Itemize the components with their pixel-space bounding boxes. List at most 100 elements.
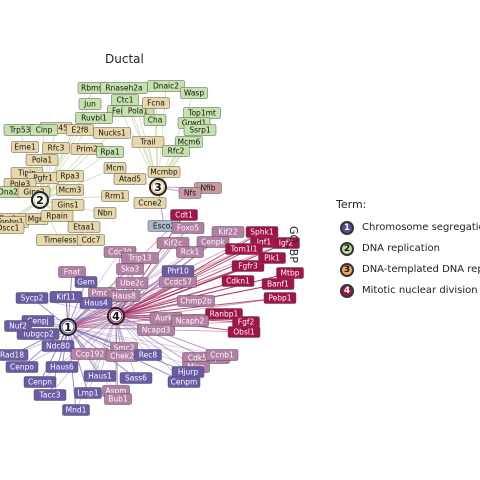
gene-node-label: Rpa3 [60, 172, 80, 181]
gene-node-box [5, 361, 39, 373]
gene-node: Ccp192 [71, 348, 109, 360]
gene-node-label: Ccnb1 [210, 351, 234, 360]
gene-node-label: Atad5 [119, 175, 141, 184]
gene-node-label: Ndc80 [46, 342, 70, 351]
legend-swatch: 4 [340, 283, 354, 298]
gene-node-box [113, 173, 147, 185]
gene-node-label: Ska3 [121, 265, 140, 274]
gene-node-label: Ctc1 [116, 96, 133, 105]
gene-node-label: Dscc1 [0, 224, 20, 233]
gene-node-box [93, 127, 131, 139]
gene-node-box [134, 349, 162, 361]
gene-node-label: Grwd1 [182, 119, 207, 128]
gene-node-box [0, 349, 29, 361]
term-hub-ring [61, 320, 75, 334]
network-edge [115, 315, 189, 373]
gene-node-box [56, 170, 84, 182]
gene-node: Rck1 [176, 246, 204, 258]
gene-node: Pola1 [25, 154, 59, 166]
gene-node-box [96, 146, 124, 158]
term-hub: 4 [107, 307, 125, 325]
gene-node-label: Lmp1 [77, 389, 98, 398]
gene-node: Nucks1 [93, 127, 131, 139]
gene-node-label: Haus6 [50, 363, 74, 372]
term-hub-number: 2 [36, 194, 44, 207]
gene-node: Dnaic2 [147, 80, 185, 92]
gene-node-label: Nfib [200, 184, 215, 193]
gene-node-label: Fgfr3 [238, 262, 258, 271]
gene-node: Sycp2 [15, 292, 49, 304]
gene-node-label: Foxo5 [177, 224, 199, 233]
gene-node-label: Cenpj [27, 317, 48, 326]
gene-node-label: Ube2c [120, 279, 144, 288]
gene-node-label: Gins1 [57, 201, 79, 210]
gene-node-label: Ccdc57 [164, 278, 192, 287]
gene-node-box [261, 278, 295, 290]
gene-node-label: Mnd1 [66, 406, 87, 415]
legend-swatch: 3 [340, 262, 354, 277]
gene-node: Cha [143, 114, 167, 126]
gene-node-label: Pola1 [128, 107, 149, 116]
gene-node-label: Jun [83, 100, 96, 109]
gene-node-label: Dnaic2 [153, 82, 179, 91]
gene-node: Gins1 [51, 199, 85, 211]
gene-node-label: Trp53 [9, 126, 31, 135]
gene-node-label: Fcna [147, 99, 165, 108]
gene-node: Wasp [180, 87, 208, 99]
gene-node-box [177, 295, 215, 307]
gene-node: Hjurp [171, 366, 205, 378]
gene-node-label: Chek2 [110, 352, 134, 361]
gene-node-box [15, 292, 49, 304]
legend-label: Chromosome segregation [362, 222, 480, 233]
gene-node: Rad18 [0, 349, 29, 361]
term-hub-ring [33, 193, 47, 207]
legend-item: 3 DNA-templated DNA replication [336, 259, 480, 280]
gene-node: Fgfr3 [231, 260, 265, 272]
gene-node: Gem [74, 276, 98, 288]
gene-node-box [205, 349, 239, 361]
legend-item: 1 Chromosome segregation [336, 217, 480, 238]
gene-node: Rrm1 [101, 190, 129, 202]
gene-node-box [40, 210, 74, 222]
gene-node: Jun [78, 98, 102, 110]
gene-node-label: Nuf2 [9, 322, 27, 331]
gene-node: Lmp1 [74, 387, 102, 399]
gene-node: Cdt1 [170, 209, 198, 221]
gene-node-label: Banf1 [267, 280, 289, 289]
gene-node-label: Ncaph2 [176, 317, 205, 326]
gene-node-label: Mcm [106, 164, 124, 173]
gene-node: Ctc1 [111, 94, 139, 106]
gene-node-label: Sass6 [125, 374, 147, 383]
gene-node-label: Cdc20 [108, 248, 132, 257]
legend-item: 4 Mitotic nuclear division [336, 280, 480, 301]
gene-node-label: Obsl1 [233, 328, 255, 337]
gene-node: Rfc3 [42, 142, 70, 154]
gene-node-label: Cdt1 [175, 211, 193, 220]
legend-number: 3 [343, 264, 351, 275]
gene-node-box [11, 141, 39, 153]
gene-node-box [93, 207, 117, 219]
gene-node-box [143, 114, 167, 126]
network-edge [67, 326, 223, 356]
legend-number: 2 [343, 243, 351, 254]
gene-node-label: Bub1 [108, 395, 128, 404]
gene-node: Igf2 [272, 237, 300, 249]
gene-node-label: Cha [148, 116, 163, 125]
gene-node-label: Nucks1 [98, 129, 126, 138]
gene-node-box [62, 404, 90, 416]
network-edge [67, 281, 179, 328]
gene-node-box [183, 124, 217, 136]
gene-node-label: Tipin [17, 169, 36, 178]
gene-node-label: Pmc3 [92, 289, 113, 298]
legend-number: 4 [343, 285, 351, 296]
gene-node-label: Hjurp [178, 368, 199, 377]
gene-node: Banf1 [261, 278, 295, 290]
gene-node-box [75, 112, 113, 124]
gene-node: Nfs [178, 187, 202, 199]
gene-node-box [49, 291, 83, 303]
network-edge [67, 280, 239, 328]
gene-node-label: Rfc3 [48, 144, 65, 153]
gene-node-label: Pola1 [32, 156, 53, 165]
facet-title: Ductal [105, 52, 144, 66]
gene-node: Ccnb1 [205, 349, 239, 361]
